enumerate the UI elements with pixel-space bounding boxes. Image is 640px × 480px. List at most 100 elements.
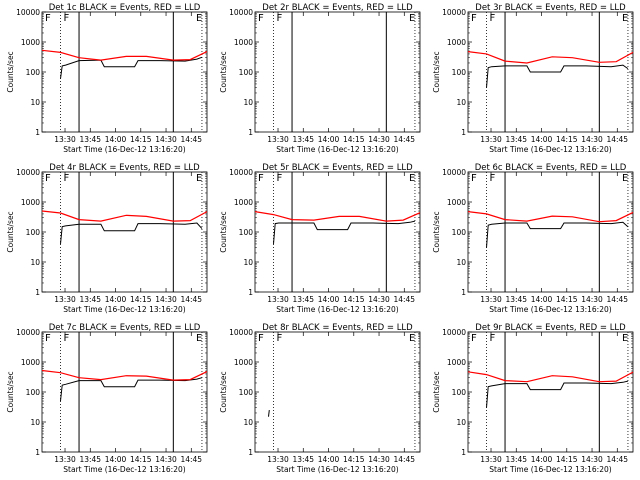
y-tick-label: 10000 — [442, 8, 466, 17]
x-axis-label: Start Time (16-Dec-12 13:16:20) — [489, 145, 611, 154]
x-axis-label: Start Time (16-Dec-12 13:16:20) — [276, 145, 398, 154]
marker-e: E — [409, 13, 415, 24]
plot-frame — [467, 171, 634, 293]
x-tick-label: 13:30 — [54, 455, 76, 464]
y-tick-label: 100 — [239, 228, 254, 237]
y-tick-label: 1 — [248, 288, 253, 297]
series-line-events — [486, 64, 629, 88]
series-line-events — [60, 377, 203, 402]
x-tick-label: 13:30 — [267, 455, 289, 464]
x-tick-label: 13:45 — [505, 295, 527, 304]
y-tick-label: 100 — [452, 228, 467, 237]
y-tick-label: 1 — [461, 448, 466, 457]
marker-e: E — [196, 333, 202, 344]
x-tick-label: 14:45 — [606, 455, 628, 464]
x-tick-label: 14:15 — [130, 295, 152, 304]
series-line-events — [486, 221, 629, 248]
x-tick-label: 13:45 — [292, 295, 314, 304]
chart-title: Det 4r BLACK = Events, RED = LLD — [49, 163, 200, 173]
y-tick-label: 10000 — [229, 8, 253, 17]
x-tick-label: 14:15 — [343, 135, 365, 144]
y-tick-label: 1000 — [21, 38, 40, 47]
x-axis-label: Start Time (16-Dec-12 13:16:20) — [489, 305, 611, 314]
chart-title: Det 1c BLACK = Events, RED = LLD — [49, 3, 201, 13]
y-tick-label: 1 — [248, 128, 253, 137]
x-tick-label: 14:00 — [531, 295, 553, 304]
x-tick-label: 14:45 — [606, 135, 628, 144]
y-tick-label: 1 — [461, 288, 466, 297]
y-tick-label: 10 — [456, 258, 466, 267]
x-tick-label: 14:30 — [581, 135, 603, 144]
series-line-lld — [41, 369, 208, 381]
marker-f-2: F — [277, 13, 283, 24]
series-line-events — [273, 220, 416, 244]
x-tick-label: 13:45 — [505, 455, 527, 464]
y-tick-label: 10000 — [442, 168, 466, 177]
plot-frame — [41, 11, 208, 133]
y-axis-label: Counts/sec — [432, 51, 441, 92]
y-tick-label: 1 — [35, 448, 40, 457]
plot-frame — [41, 331, 208, 453]
marker-f-2: F — [64, 333, 70, 344]
chart-title: Det 5r BLACK = Events, RED = LLD — [262, 163, 413, 173]
x-tick-label: 14:15 — [343, 455, 365, 464]
x-tick-label: 14:30 — [368, 455, 390, 464]
chart-panel-6: Det 6c BLACK = Events, RED = LLD 1 10 100 10… — [432, 163, 634, 314]
marker-f-2: F — [490, 173, 496, 184]
x-tick-label: 13:30 — [480, 135, 502, 144]
marker-e: E — [622, 333, 628, 344]
x-tick-label: 14:30 — [155, 295, 177, 304]
x-axis-label: Start Time (16-Dec-12 13:16:20) — [63, 145, 185, 154]
x-tick-label: 14:45 — [393, 295, 415, 304]
y-tick-label: 100 — [26, 68, 41, 77]
marker-f: F — [45, 333, 51, 344]
x-tick-label: 14:45 — [393, 455, 415, 464]
plot-frame — [254, 331, 421, 453]
y-tick-label: 10 — [243, 98, 253, 107]
x-tick-label: 14:30 — [581, 295, 603, 304]
series-line-lld — [254, 211, 421, 222]
y-axis-label: Counts/sec — [219, 51, 228, 92]
marker-e: E — [409, 173, 415, 184]
y-tick-label: 10000 — [442, 328, 466, 337]
marker-f-2: F — [490, 333, 496, 344]
x-tick-label: 14:00 — [105, 455, 127, 464]
y-tick-label: 1000 — [21, 358, 40, 367]
series-line-events — [60, 222, 203, 244]
y-tick-label: 10000 — [229, 168, 253, 177]
y-tick-label: 100 — [26, 388, 41, 397]
chart-panel-3: Det 3r BLACK = Events, RED = LLD 1 10 100 10… — [432, 3, 634, 154]
series-line-events — [60, 56, 203, 79]
marker-e: E — [409, 333, 415, 344]
y-tick-label: 100 — [26, 228, 41, 237]
plot-frame — [254, 171, 421, 293]
y-tick-label: 1000 — [447, 198, 466, 207]
y-tick-label: 1000 — [447, 358, 466, 367]
marker-e: E — [196, 13, 202, 24]
y-tick-label: 1000 — [234, 38, 253, 47]
chart-title: Det 8r BLACK = Events, RED = LLD — [262, 323, 413, 333]
chart-panel-2: Det 2r BLACK = Events, RED = LLD 1 10 100 10… — [219, 3, 421, 154]
x-tick-label: 14:45 — [180, 135, 202, 144]
y-tick-label: 10000 — [16, 328, 40, 337]
chart-panel-5: Det 5r BLACK = Events, RED = LLD 1 10 100 10… — [219, 163, 421, 314]
x-tick-label: 13:30 — [267, 135, 289, 144]
y-tick-label: 10 — [30, 418, 40, 427]
x-tick-label: 14:00 — [105, 135, 127, 144]
series-line-lld — [467, 211, 634, 223]
marker-f-2: F — [490, 13, 496, 24]
y-tick-label: 1 — [35, 288, 40, 297]
y-tick-label: 100 — [239, 68, 254, 77]
x-tick-label: 13:45 — [79, 455, 101, 464]
series-line-lld — [41, 210, 208, 222]
x-tick-label: 14:45 — [180, 295, 202, 304]
chart-panel-1: Det 1c BLACK = Events, RED = LLD 1 10 100 10… — [6, 3, 208, 154]
plot-frame — [254, 11, 421, 133]
x-tick-label: 14:30 — [155, 455, 177, 464]
x-tick-label: 14:15 — [130, 455, 152, 464]
y-tick-label: 1 — [248, 448, 253, 457]
x-tick-label: 14:45 — [180, 455, 202, 464]
x-tick-label: 14:00 — [318, 295, 340, 304]
marker-f: F — [258, 13, 264, 24]
y-tick-label: 10 — [30, 98, 40, 107]
